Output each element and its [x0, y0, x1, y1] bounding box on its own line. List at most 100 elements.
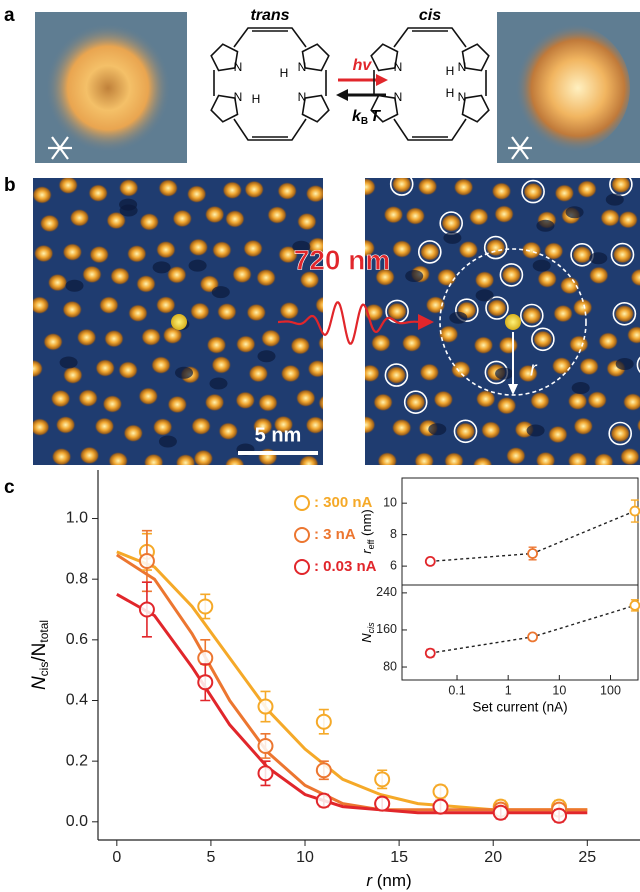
dark-patch [443, 232, 461, 244]
stm-molecule [138, 387, 158, 405]
stm-molecule [441, 214, 461, 232]
atom-label: H [446, 64, 455, 78]
stm-molecule [128, 304, 148, 322]
panel-label: c [4, 477, 15, 498]
stm-molecule [46, 24, 170, 152]
data-point [140, 603, 154, 617]
stm-molecule [80, 446, 100, 464]
stm-molecule [533, 330, 553, 348]
stm-molecule [225, 457, 245, 475]
y-tick-label: 240 [376, 585, 397, 599]
stm-molecule [577, 180, 597, 198]
stm-molecule [244, 180, 264, 198]
stm-molecule [89, 246, 109, 264]
legend-label: : 3 nA [314, 526, 356, 543]
y-tick-label: 1.0 [66, 510, 88, 527]
stm-molecule [23, 360, 43, 378]
stm-molecule [88, 184, 108, 202]
stm-molecule [536, 452, 556, 470]
panel-label: a [4, 5, 15, 26]
stm-molecule [40, 214, 60, 232]
stm-molecule [246, 304, 266, 322]
stm-molecule [579, 358, 599, 376]
legend-marker [295, 528, 309, 542]
stm-molecule [522, 307, 542, 325]
data-point [317, 715, 331, 729]
data-point [198, 675, 212, 689]
stm-molecule [433, 390, 453, 408]
atom-label: N [298, 90, 307, 104]
stm-molecule [501, 266, 521, 284]
y-tick-label: 10 [383, 495, 397, 509]
stm-molecule [618, 211, 638, 229]
stm-molecule [217, 303, 237, 321]
stm-molecule [469, 208, 489, 226]
scale-label: 5 nm [255, 424, 302, 446]
x-tick-label: 20 [484, 849, 502, 866]
pyrrole-ring [463, 44, 489, 70]
stm-molecule [51, 390, 71, 408]
stm-molecule [437, 268, 457, 286]
dark-patch [566, 206, 584, 218]
stm-molecule [494, 205, 514, 223]
x-tick-label: 5 [206, 849, 215, 866]
x-tick-label: 15 [390, 849, 408, 866]
dark-patch [589, 252, 607, 264]
x-tick-label: 1 [505, 683, 512, 697]
center-molecule [171, 314, 187, 330]
stm-molecule [236, 335, 256, 353]
center-molecule [505, 314, 521, 330]
dark-patch [606, 194, 624, 206]
stm-molecule [187, 185, 207, 203]
stm-molecule [610, 425, 630, 443]
stm-molecule [258, 448, 278, 466]
molecule [371, 28, 489, 140]
pyrrole-ring [303, 96, 329, 122]
x-axis-label: Set current (nA) [472, 700, 567, 715]
stm-molecule [104, 330, 124, 348]
data-point [434, 800, 448, 814]
stm-molecule [473, 457, 493, 475]
dark-patch [119, 199, 137, 211]
axis-label-part: (nm) [359, 509, 374, 539]
axis-label: reff (nm) [359, 509, 376, 554]
stm-molecule [277, 182, 297, 200]
stm-molecule [614, 305, 634, 323]
y-tick-label: 6 [390, 558, 397, 572]
data-point [258, 700, 272, 714]
stm-molecule [553, 305, 573, 323]
stm-molecule [315, 296, 335, 314]
stm-molecule [481, 421, 501, 439]
pyrrole-ring [303, 44, 329, 70]
molecule-title: trans [250, 7, 289, 24]
stm-molecule [594, 453, 614, 471]
axis-label-part: N [29, 676, 50, 690]
stm-molecule [299, 455, 319, 473]
reaction-label: hv [353, 57, 373, 74]
stm-molecule [305, 416, 325, 434]
stm-molecule [548, 426, 568, 444]
stm-molecule [43, 333, 63, 351]
stm-molecule [108, 452, 128, 470]
stm-molecule [156, 296, 176, 314]
stm-molecule [406, 393, 426, 411]
stm-molecule [308, 360, 328, 378]
dark-patch [527, 425, 545, 437]
stm-molecule [139, 213, 159, 231]
dark-patch [495, 368, 513, 380]
stm-molecule [497, 397, 517, 415]
data-point [317, 794, 331, 808]
figure: a b c trans cis hv kBT NNNNHHNNNNHH r 5 … [0, 0, 640, 892]
stm-molecule [58, 176, 78, 194]
stm-molecule [102, 395, 122, 413]
stm-molecule [95, 359, 115, 377]
x-tick-label: 25 [578, 849, 596, 866]
dark-patch [66, 280, 84, 292]
stm-molecule [70, 209, 90, 227]
stm-molecule [360, 364, 380, 382]
stm-molecule [587, 391, 607, 409]
stm-molecule [127, 245, 147, 263]
y-tick-label: 0.4 [66, 692, 88, 709]
stm-molecule [475, 271, 495, 289]
y-tick-label: 0.6 [66, 631, 88, 648]
